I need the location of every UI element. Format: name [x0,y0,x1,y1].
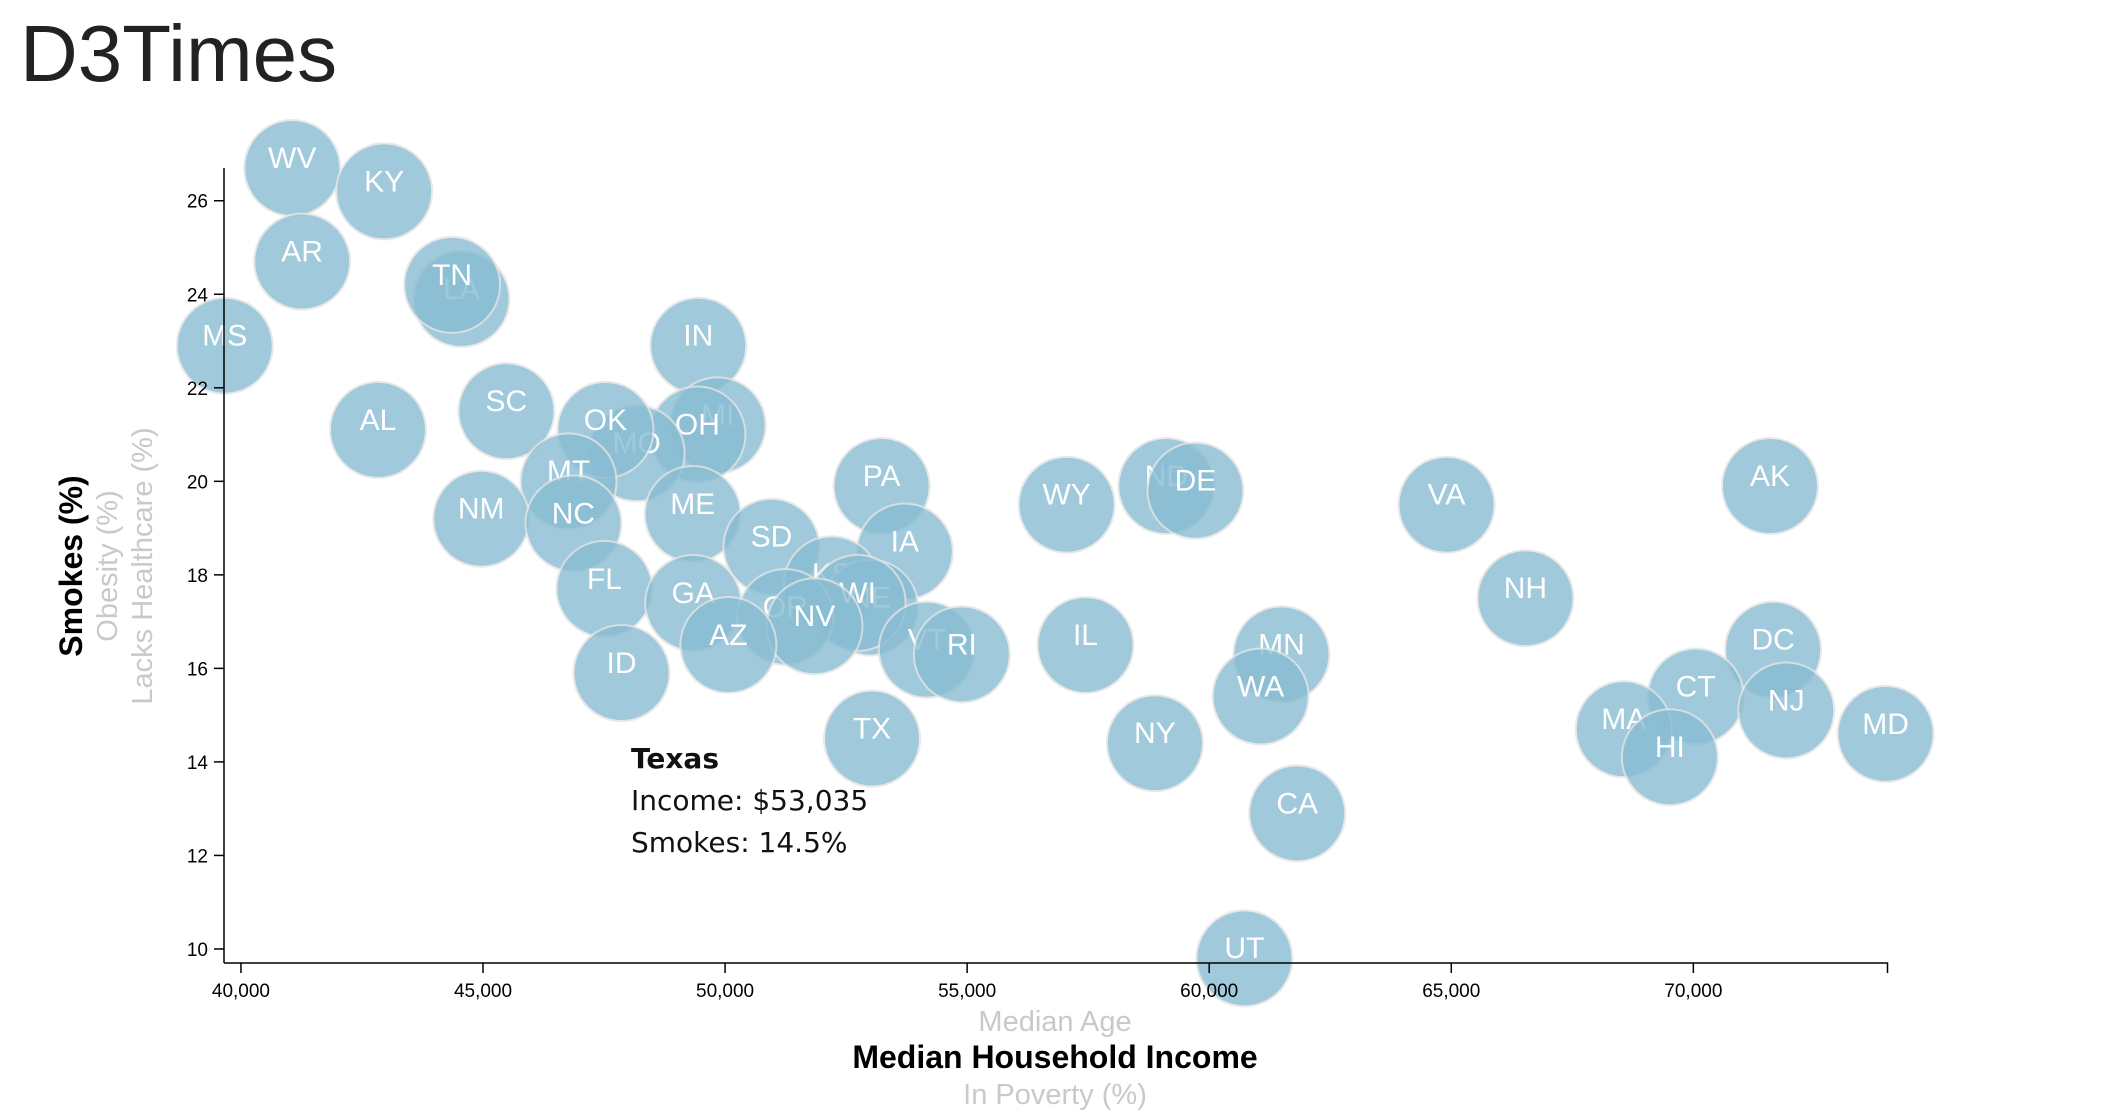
state-circle-wy[interactable] [1017,455,1116,554]
state-label-me: ME [670,488,715,521]
state-label-hi: HI [1655,731,1685,764]
state-circle-va[interactable] [1397,455,1496,554]
state-label-al: AL [360,404,397,437]
state-label-wy: WY [1042,479,1090,512]
state-circles: WVKYARLATNMSINALSCMIOHMOOKMTPAWYNDDEVAAK… [175,119,1935,1008]
state-circle-tn[interactable] [403,235,502,334]
state-circle-ri[interactable] [912,605,1011,704]
y-tick-label: 12 [187,846,208,867]
state-circle-ky[interactable] [335,142,434,241]
state-circle-ny[interactable] [1105,694,1204,793]
state-label-wa: WA [1237,670,1284,703]
site-title: D3Times [20,9,338,98]
tooltip-smokes: Smokes: 14.5% [631,826,848,859]
state-circle-sc[interactable] [457,362,556,461]
y-tick-label: 14 [187,753,209,774]
state-label-in: IN [683,320,713,353]
state-circle-hi[interactable] [1620,708,1719,807]
tooltip-income: Income: $53,035 [631,784,869,817]
state-label-ri: RI [947,628,977,661]
state-label-de: DE [1175,465,1217,498]
state-label-nv: NV [794,600,836,633]
state-circle-ut[interactable] [1195,909,1294,1008]
x-tick-label: 40,000 [212,981,270,1002]
state-label-ut: UT [1224,932,1264,965]
state-label-sc: SC [486,385,528,418]
state-label-wv: WV [268,142,316,175]
state-circle-nh[interactable] [1476,549,1575,648]
state-circle-ar[interactable] [253,212,352,311]
state-label-tn: TN [432,259,472,292]
state-circle-tx[interactable] [823,689,922,788]
state-label-fl: FL [587,563,622,596]
state-label-ia: IA [891,525,919,558]
y-tick-label: 16 [187,659,208,680]
state-circle-il[interactable] [1036,596,1135,694]
state-label-az: AZ [709,619,747,652]
y-tick-label: 10 [187,940,208,961]
x-tick-label: 70,000 [1664,981,1722,1002]
axes: 40,000 45,000 50,000 55,000 60,000 65,000 70,0… [187,168,1889,1002]
state-label-nm: NM [458,493,505,526]
y-tick-label: 22 [187,379,208,400]
state-label-va: VA [1428,479,1466,512]
state-label-dc: DC [1751,624,1794,657]
y-tick-label: 20 [187,472,208,493]
state-label-nc: NC [552,497,595,530]
state-label-ak: AK [1750,460,1790,493]
state-circle-id[interactable] [572,624,671,723]
x-axis-line [224,962,1889,973]
y-tick-label: 24 [187,285,209,306]
x-tick-label: 45,000 [454,981,512,1002]
state-label-ct: CT [1676,670,1716,703]
x-tick-label: 50,000 [696,981,754,1002]
state-circle-az[interactable] [679,596,778,694]
state-circle-nj[interactable] [1737,661,1836,760]
state-circle-ak[interactable] [1720,437,1819,535]
y-axis-label-smokes[interactable]: Smokes (%) [53,475,89,656]
y-tick-label: 18 [187,566,208,587]
state-label-md: MD [1862,708,1909,741]
state-circle-al[interactable] [328,380,427,479]
y-axis-label-lacks-healthcare[interactable]: Lacks Healthcare (%) [127,427,159,704]
state-circle-ca[interactable] [1248,764,1347,863]
state-label-ca: CA [1276,787,1318,820]
state-label-ny: NY [1134,717,1176,750]
y-axis-label-obesity[interactable]: Obesity (%) [92,490,124,641]
x-axis-label-median-household-income[interactable]: Median Household Income [852,1039,1257,1075]
state-label-il: IL [1073,619,1098,652]
x-axis-label-median-age[interactable]: Median Age [978,1006,1131,1038]
state-label-nj: NJ [1768,684,1805,717]
state-label-ky: KY [364,165,404,198]
y-tick-label: 26 [187,192,208,213]
x-tick-label: 60,000 [1180,981,1238,1002]
state-label-ok: OK [584,404,627,437]
x-axis-label-in-poverty[interactable]: In Poverty (%) [963,1079,1147,1111]
state-label-pa: PA [863,460,901,493]
state-label-nh: NH [1504,572,1547,605]
tooltip-state-name: Texas [631,742,719,775]
state-circle-wa[interactable] [1211,647,1310,746]
state-label-sd: SD [751,521,793,554]
axis-titles: Median Age Median Household Income In Po… [53,427,1258,1111]
state-label-id: ID [607,647,637,680]
tooltip: Texas Income: $53,035 Smokes: 14.5% [631,738,868,864]
state-circle-de[interactable] [1146,441,1245,540]
state-label-tx: TX [853,712,891,745]
x-tick-label: 65,000 [1422,981,1480,1002]
state-circle-md[interactable] [1836,684,1935,783]
x-tick-label: 55,000 [938,981,996,1002]
state-label-ar: AR [281,235,323,268]
